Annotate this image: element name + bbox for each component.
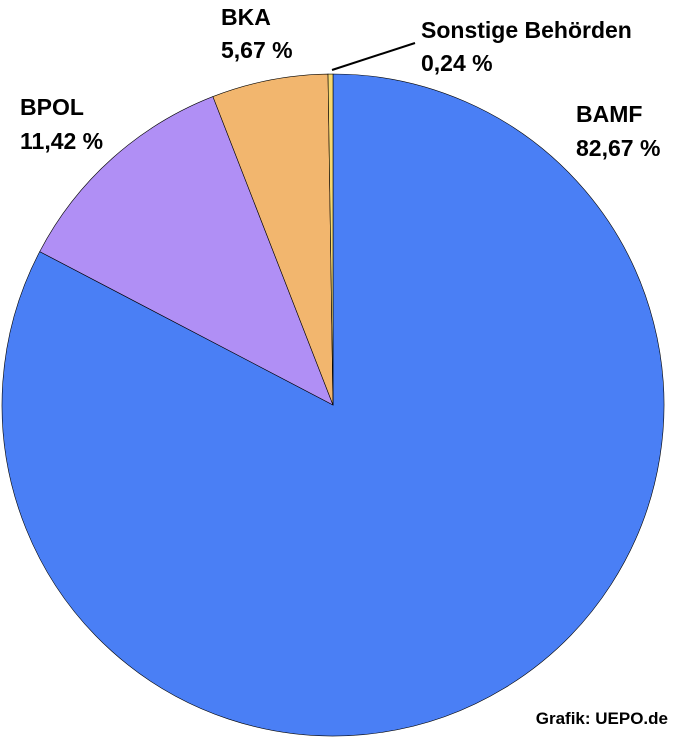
pie-slices [1,73,665,737]
sonstige-leader-line [331,42,416,71]
pie-slice-sonstige-behörden [327,73,334,406]
slice-label-sonstige: 0,24 % [421,50,493,76]
chart-credit: Grafik: UEPO.de [536,709,668,728]
slice-name-sonstige: Sonstige Behörden [421,17,632,43]
pie-slice-bpol [39,96,334,406]
slice-name-bamf: BAMF [576,101,642,127]
slice-name-bpol: BPOL [20,94,84,120]
slice-name-bka: BKA [221,4,271,30]
slice-label-bamf: 82,67 % [576,135,660,161]
slice-label-bpol: 11,42 % [20,128,103,154]
slice-label-bka: 5,67 % [221,37,293,63]
